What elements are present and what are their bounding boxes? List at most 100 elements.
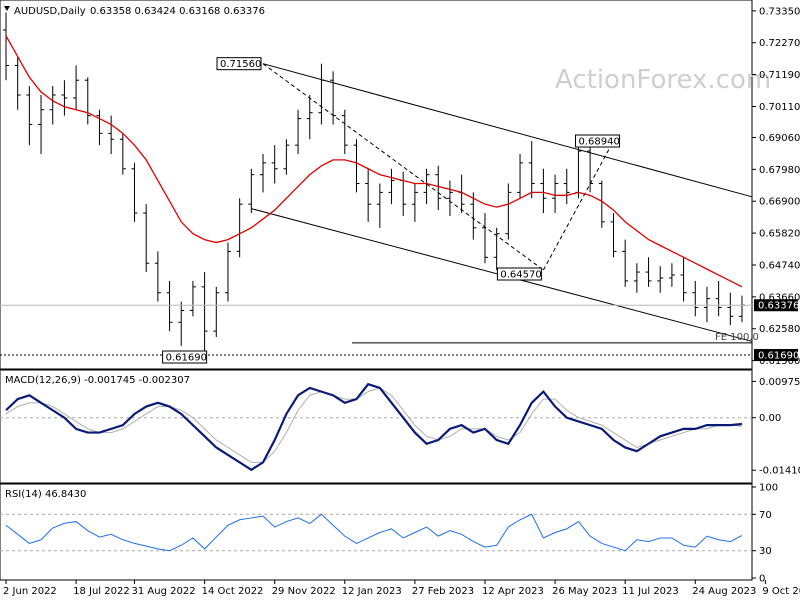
rsi-axis: 100 70 30 0 xyxy=(0,483,778,585)
ohlc-bar xyxy=(703,286,710,323)
header-ohlc: 0.63358 0.63424 0.63168 0.63376 xyxy=(90,6,265,17)
ohlc-bar xyxy=(657,266,664,293)
ohlc-bar xyxy=(189,280,196,317)
ohlc-bar xyxy=(318,63,325,125)
watermark: ActionForex.com xyxy=(555,65,771,95)
ohlc-bar xyxy=(610,213,617,258)
ohlc-bar xyxy=(3,12,9,81)
ohlc-bar xyxy=(435,165,442,211)
ohlc-bar xyxy=(306,94,313,140)
rsi-label: RSI(14) 46.8430 xyxy=(5,489,86,500)
pivot-box xyxy=(496,267,542,281)
fe-label: FE 100.0 xyxy=(715,332,759,343)
pivot-label: 0.61690 xyxy=(166,353,207,364)
ohlc-bar xyxy=(668,263,675,287)
ohlc-bar xyxy=(224,242,231,302)
rsi-panel: 100 70 30 0 RSI(14) 46.8430 xyxy=(0,483,778,585)
macd-signal-line xyxy=(5,387,743,463)
ohlc-bar xyxy=(540,168,547,214)
ohlc-bar xyxy=(715,280,722,317)
ohlc-bar xyxy=(213,286,220,338)
header: AUDUSD,Daily 0.63358 0.63424 0.63168 0.6… xyxy=(4,6,265,17)
ohlc-bar xyxy=(14,56,21,110)
pivot-label: 0.64570 xyxy=(500,270,541,281)
ohlc-bar xyxy=(119,133,126,175)
ohlc-bar xyxy=(388,168,395,205)
pivot-label: 0.68940 xyxy=(578,137,619,148)
ohlc-bar xyxy=(481,213,488,264)
date-tick-label: 2 Jun 2022 xyxy=(3,586,57,597)
date-tick-label: 14 Oct 2022 xyxy=(202,586,264,597)
moving-average-line xyxy=(5,35,743,288)
pivot-box xyxy=(574,134,620,148)
macd-tick-label: -0.014107 xyxy=(759,466,800,477)
support-axis-label: 0.61690 xyxy=(758,351,799,362)
date-tick-label: 24 Aug 2023 xyxy=(692,586,756,597)
ohlc-bar xyxy=(528,141,535,199)
ohlc-bar xyxy=(470,192,477,240)
price-tick-label: 0.63660 xyxy=(759,292,800,303)
ohlc-bar xyxy=(166,280,173,332)
rsi-tick-label: 100 xyxy=(759,483,778,494)
macd-tick-label: 0.009751 xyxy=(759,377,800,388)
date-tick-label: 11 Jul 2023 xyxy=(622,586,679,597)
ohlc-bar xyxy=(84,77,91,125)
price-tick-label: 0.62580 xyxy=(759,324,800,335)
rsi-tick-label: 70 xyxy=(759,510,772,521)
price-panel: ActionForex.com 0.733500.722700.711900.7… xyxy=(0,0,800,370)
ohlc-bar xyxy=(411,183,418,222)
ohlc-bar xyxy=(26,86,33,146)
ohlc-bar xyxy=(260,154,267,193)
current-price-box xyxy=(754,299,798,312)
ohlc-bar xyxy=(633,263,640,293)
price-tick-label: 0.73350 xyxy=(759,6,800,17)
price-tick-label: 0.69060 xyxy=(759,133,800,144)
macd-panel-frame xyxy=(0,369,753,484)
ohlc-bar xyxy=(96,109,103,146)
ohlc-bar xyxy=(645,257,652,287)
rsi-panel-frame xyxy=(0,483,753,581)
macd-main-line xyxy=(5,382,743,472)
date-tick-label: 12 Jan 2023 xyxy=(342,586,402,597)
date-tick-label: 18 Jul 2022 xyxy=(73,586,130,597)
ohlc-bar xyxy=(622,239,629,287)
candlestick-series xyxy=(3,12,745,356)
ohlc-bar xyxy=(178,301,185,346)
horizontal-levels: 0.63376 0.61690 FE 100.0 xyxy=(0,299,799,362)
rsi-tick-label: 30 xyxy=(759,546,772,557)
macd-panel: 0.009751 0.00 -0.014107 MACD(12,26,9) -0.0… xyxy=(0,369,800,484)
date-axis: 2 Jun 2022 18 Jul 2022 31 Aug 2022 14 Oct 2… xyxy=(3,580,800,597)
dropdown-triangle-icon xyxy=(4,6,10,11)
ohlc-bar xyxy=(283,139,290,175)
pivot-box xyxy=(162,350,208,364)
ohlc-bar xyxy=(143,204,150,273)
price-tick-label: 0.67980 xyxy=(759,165,800,176)
ohlc-bar xyxy=(727,292,734,326)
support-box xyxy=(754,349,798,362)
header-symbol: AUDUSD,Daily xyxy=(14,6,86,17)
price-panel-frame xyxy=(0,0,753,370)
ohlc-bar xyxy=(295,109,302,155)
ohlc-bar xyxy=(376,183,383,228)
ohlc-bar xyxy=(330,71,337,125)
date-tick-label: 12 Apr 2023 xyxy=(482,586,544,597)
date-tick-label: 31 Aug 2022 xyxy=(132,586,196,597)
date-tick-label: 29 Nov 2022 xyxy=(272,586,336,597)
ohlc-bar xyxy=(49,86,56,125)
price-tick-label: 0.61500 xyxy=(759,356,800,367)
ohlc-bar xyxy=(353,139,360,193)
ohlc-bar xyxy=(248,168,255,214)
price-axis: 0.73350 0.72270 0.71190 0.70110 0.69060 0.679… xyxy=(752,6,800,367)
price-tick-label: 0.64740 xyxy=(759,260,800,271)
ohlc-bar xyxy=(552,174,559,214)
ohlc-bar xyxy=(692,280,699,317)
ohlc-bar xyxy=(563,168,570,205)
price-tick-label: 0.72270 xyxy=(759,38,800,49)
pivot-labels: 0.71560 0.64570 0.68940 0.61690 xyxy=(162,57,620,364)
ohlc-bar xyxy=(341,109,348,155)
macd-label: MACD(12,26,9) -0.001745 -0.002307 xyxy=(5,375,190,386)
current-price-label: 0.63376 xyxy=(758,301,799,312)
ohlc-bar xyxy=(598,180,605,228)
date-tick-label: 27 Feb 2023 xyxy=(412,586,474,597)
